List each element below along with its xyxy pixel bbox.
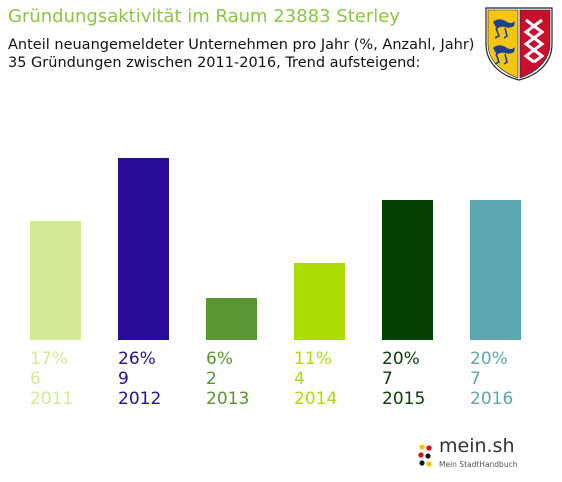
count-label-2015: 7: [382, 369, 393, 389]
year-label-2016: 2016: [470, 389, 513, 409]
subtitle-line-1: Anteil neuangemeldeter Unternehmen pro J…: [8, 37, 475, 53]
bar-2014: [294, 263, 345, 340]
subtitle-line-2: 35 Gründungen zwischen 2011-2016, Trend …: [8, 55, 421, 71]
percent-label-2012: 26%: [118, 349, 156, 369]
percent-label-2014: 11%: [294, 349, 332, 369]
year-label-2015: 2015: [382, 389, 425, 409]
bar-2016: [470, 200, 521, 340]
mein-sh-logo: mein.sh Mein StadtHandbuch: [417, 432, 527, 476]
count-label-2012: 9: [118, 369, 129, 389]
year-label-2013: 2013: [206, 389, 249, 409]
bar-2012: [118, 158, 169, 340]
count-label-2014: 4: [294, 369, 305, 389]
bar-2015: [382, 200, 433, 340]
year-label-2012: 2012: [118, 389, 161, 409]
percent-label-2013: 6%: [206, 349, 233, 369]
percent-label-2016: 20%: [470, 349, 508, 369]
count-label-2016: 7: [470, 369, 481, 389]
count-label-2013: 2: [206, 369, 217, 389]
chart-subtitle: Anteil neuangemeldeter Unternehmen pro J…: [8, 36, 474, 72]
percent-label-2015: 20%: [382, 349, 420, 369]
year-label-2014: 2014: [294, 389, 337, 409]
coat-of-arms-icon: [485, 7, 553, 81]
percent-label-2011: 17%: [30, 349, 68, 369]
bar-2013: [206, 298, 257, 340]
chart-title: Gründungsaktivität im Raum 23883 Sterley: [8, 6, 400, 27]
count-label-2011: 6: [30, 369, 41, 389]
year-label-2011: 2011: [30, 389, 73, 409]
logo-tagline: Mein StadtHandbuch: [439, 460, 518, 469]
logo-text: mein.sh: [439, 435, 515, 457]
logo-dots-icon: [418, 444, 432, 467]
bar-2011: [30, 221, 81, 340]
